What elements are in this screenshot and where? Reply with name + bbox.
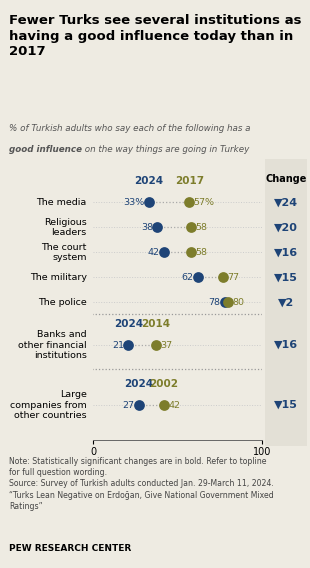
Point <box>162 400 166 410</box>
Point <box>226 298 231 307</box>
Text: 37: 37 <box>160 341 172 349</box>
Text: PEW RESEARCH CENTER: PEW RESEARCH CENTER <box>9 544 131 553</box>
Point <box>155 223 160 232</box>
Text: 2024: 2024 <box>134 176 163 186</box>
Text: 38: 38 <box>141 223 153 232</box>
Text: good influence: good influence <box>9 145 82 154</box>
Point <box>221 273 226 282</box>
Text: 42: 42 <box>148 248 160 257</box>
Text: Large
companies from
other countries: Large companies from other countries <box>10 390 87 420</box>
Text: Note: Statistically significant changes are in bold. Refer to topline
for full q: Note: Statistically significant changes … <box>9 457 274 511</box>
Text: Change: Change <box>265 174 307 184</box>
Text: The media: The media <box>37 198 87 207</box>
Text: Banks and
other financial
institutions: Banks and other financial institutions <box>18 330 87 360</box>
Point <box>187 198 192 207</box>
Text: 2024: 2024 <box>114 319 143 329</box>
Text: ▼15: ▼15 <box>274 273 298 282</box>
Text: ▼2: ▼2 <box>278 298 294 307</box>
Text: 2017: 2017 <box>175 176 204 186</box>
Point <box>188 248 193 257</box>
Text: The court
system: The court system <box>42 243 87 262</box>
Text: 27: 27 <box>122 400 135 410</box>
Point <box>146 198 151 207</box>
Text: ▼16: ▼16 <box>274 248 298 257</box>
Text: ▼20: ▼20 <box>274 222 298 232</box>
Text: % of Turkish adults who say each of the following has a: % of Turkish adults who say each of the … <box>9 124 251 133</box>
Text: 21: 21 <box>112 341 124 349</box>
Point <box>153 340 158 349</box>
Text: 2024: 2024 <box>124 379 153 389</box>
Text: The police: The police <box>38 298 87 307</box>
Text: The military: The military <box>30 273 87 282</box>
Text: 77: 77 <box>227 273 239 282</box>
Text: 57%: 57% <box>193 198 215 207</box>
Text: Fewer Turks see several institutions as
having a good influence today than in
20: Fewer Turks see several institutions as … <box>9 14 302 58</box>
Text: Religious
leaders: Religious leaders <box>44 218 87 237</box>
Point <box>162 248 166 257</box>
Point <box>188 223 193 232</box>
Text: 58: 58 <box>195 223 207 232</box>
Point <box>136 400 141 410</box>
Text: 80: 80 <box>232 298 244 307</box>
Text: 42: 42 <box>168 400 180 410</box>
Point <box>222 298 227 307</box>
Text: 2014: 2014 <box>141 319 170 329</box>
Text: on the way things are going in Turkey: on the way things are going in Turkey <box>82 145 250 154</box>
Point <box>126 340 131 349</box>
Text: 33%: 33% <box>123 198 144 207</box>
Point <box>195 273 200 282</box>
Text: 78: 78 <box>209 298 220 307</box>
Text: 58: 58 <box>195 248 207 257</box>
Text: ▼24: ▼24 <box>274 197 298 207</box>
Text: ▼15: ▼15 <box>274 400 298 410</box>
Text: ▼16: ▼16 <box>274 340 298 350</box>
Text: 2002: 2002 <box>149 379 179 389</box>
Text: 62: 62 <box>182 273 193 282</box>
